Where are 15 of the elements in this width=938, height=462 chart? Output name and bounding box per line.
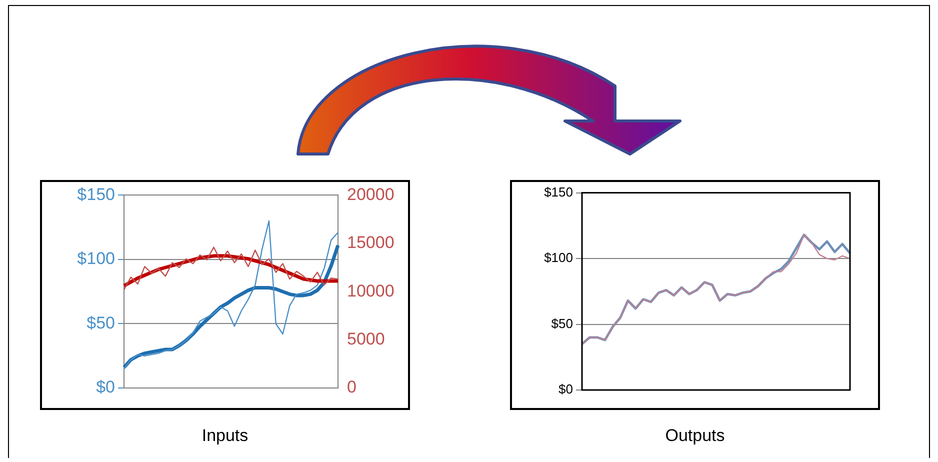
y2-tick-label: 15000	[347, 233, 394, 252]
y-tick-label: $50	[86, 313, 115, 332]
y2-tick-label: 5000	[347, 329, 385, 348]
y-tick-label: $150	[77, 184, 115, 204]
y-tick-label: $100	[544, 250, 573, 266]
y2-tick-label: 20000	[347, 184, 394, 204]
y-tick-label: $0	[96, 378, 115, 397]
y-tick-label: $150	[544, 184, 573, 200]
y-tick-label: $50	[551, 316, 573, 331]
y2-tick-label: 10000	[347, 281, 394, 300]
y-tick-label: $0	[558, 382, 573, 397]
y-tick-label: $100	[77, 249, 115, 268]
y2-tick-label: 0	[347, 378, 356, 397]
text: Outputs	[664, 426, 726, 446]
text: Inputs	[200, 426, 250, 446]
